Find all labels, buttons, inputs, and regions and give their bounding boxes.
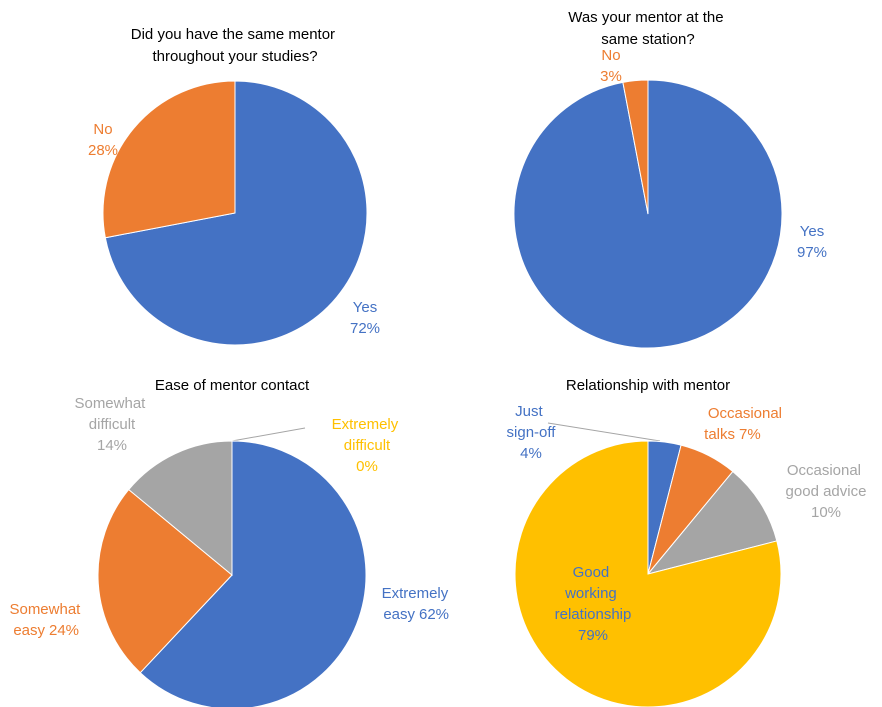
data-label: Yes 97% <box>797 223 827 261</box>
pie-slice <box>104 80 368 346</box>
value-label: 14% <box>97 437 127 454</box>
category-label: Just sign-off <box>507 403 557 441</box>
chart-title: Did you have the same mentor throughout … <box>131 26 339 65</box>
value-label: 10% <box>811 504 841 521</box>
leader-line <box>231 427 306 442</box>
data-label: Extremely difficult 0% <box>332 416 403 475</box>
pie-slice <box>139 440 367 707</box>
chart-title: Ease of mentor contact <box>155 377 310 394</box>
category-label: Occasional talks <box>704 405 786 443</box>
data-label: Good working relationship 79% <box>555 564 632 644</box>
pie-slice <box>646 470 778 575</box>
value-label: 4% <box>520 445 542 462</box>
value-label: 79% <box>578 627 608 644</box>
value-label: 24% <box>49 622 79 639</box>
value-label: 72% <box>350 320 380 337</box>
pie-slice <box>97 488 233 674</box>
category-label: Extremely easy <box>382 585 453 623</box>
data-label: No 3% <box>600 47 622 85</box>
category-label: Somewhat easy <box>9 601 84 639</box>
leader-line <box>547 422 661 442</box>
pie-slice <box>514 440 782 707</box>
category-label: Occasional good advice <box>786 462 867 500</box>
data-label: Occasional talks 7% <box>704 405 786 443</box>
value-label: 3% <box>600 68 622 85</box>
data-label: Just sign-off 4% <box>507 403 557 462</box>
category-label: Yes <box>800 223 824 240</box>
chart-title: Relationship with mentor <box>566 377 730 394</box>
category-label: No <box>601 47 620 64</box>
chart-title: Was your mentor at the same station? <box>568 9 728 48</box>
data-label: Yes 72% <box>350 299 380 337</box>
category-label: Somewhat difficult <box>74 395 149 433</box>
data-label: Occasional good advice 10% <box>786 462 867 521</box>
data-label: Extremely easy 62% <box>382 585 453 623</box>
pie-slice <box>622 79 649 215</box>
value-label: 62% <box>419 606 449 623</box>
data-label: Somewhat difficult 14% <box>74 395 149 454</box>
category-label: No <box>93 121 112 138</box>
data-label: Somewhat easy 24% <box>9 601 84 639</box>
category-label: Good working relationship <box>555 564 632 623</box>
category-label: Yes <box>353 299 377 316</box>
value-label: 97% <box>797 244 827 261</box>
pie-slice <box>128 440 233 577</box>
value-label: 0% <box>356 458 378 475</box>
value-label: 28% <box>88 142 118 159</box>
category-label: Extremely difficult <box>332 416 403 454</box>
value-label: 7% <box>739 426 761 443</box>
pie-slice <box>102 80 236 239</box>
data-label: No 28% <box>88 121 118 159</box>
